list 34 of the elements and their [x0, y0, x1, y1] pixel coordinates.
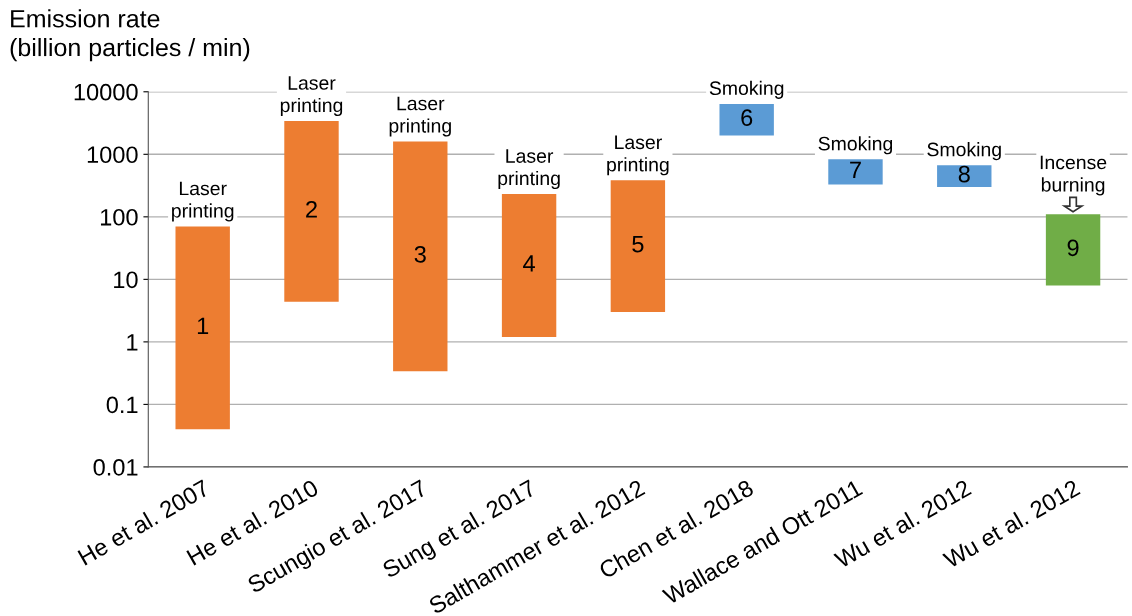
- annotation: Smoking: [709, 80, 784, 99]
- annotation: 7: [850, 161, 861, 178]
- bar: [937, 165, 992, 187]
- annotation: 1: [197, 317, 209, 334]
- y-tick-label: 0.01: [93, 459, 138, 476]
- annotation: 9: [1067, 239, 1079, 257]
- annotation: 2: [306, 200, 317, 218]
- y-axis-title: Emission rate (billion particles / min): [10, 9, 250, 62]
- annotation: Laser printing: [280, 76, 343, 117]
- bar: [501, 194, 557, 337]
- annotation: 3: [414, 245, 426, 263]
- annotation: Laser printing: [389, 96, 451, 137]
- bar: [719, 103, 774, 136]
- annotation: Laser printing: [607, 135, 669, 176]
- y-tick-label: 0.1: [106, 396, 138, 414]
- bar: [1045, 214, 1101, 286]
- bar: [828, 159, 883, 185]
- y-tick-label: 10000: [74, 83, 138, 101]
- annotation: 6: [741, 109, 753, 127]
- y-tick-label: 100: [100, 208, 138, 226]
- y-tick-label: 1000: [87, 146, 138, 164]
- annotation: Smoking: [818, 136, 893, 155]
- annotation: 4: [523, 255, 535, 272]
- annotation: Smoking: [927, 142, 1001, 161]
- annotation: Laser printing: [498, 149, 560, 190]
- bar: [610, 180, 666, 313]
- y-tick-label: 10: [114, 271, 138, 289]
- annotation: 5: [632, 236, 644, 253]
- y-tick-label: 1: [127, 334, 138, 351]
- annotation: 8: [958, 165, 970, 183]
- bar: [284, 121, 339, 302]
- annotation: Incense burning: [1040, 155, 1107, 196]
- annotation: Laser printing: [172, 181, 234, 222]
- bar: [175, 226, 230, 430]
